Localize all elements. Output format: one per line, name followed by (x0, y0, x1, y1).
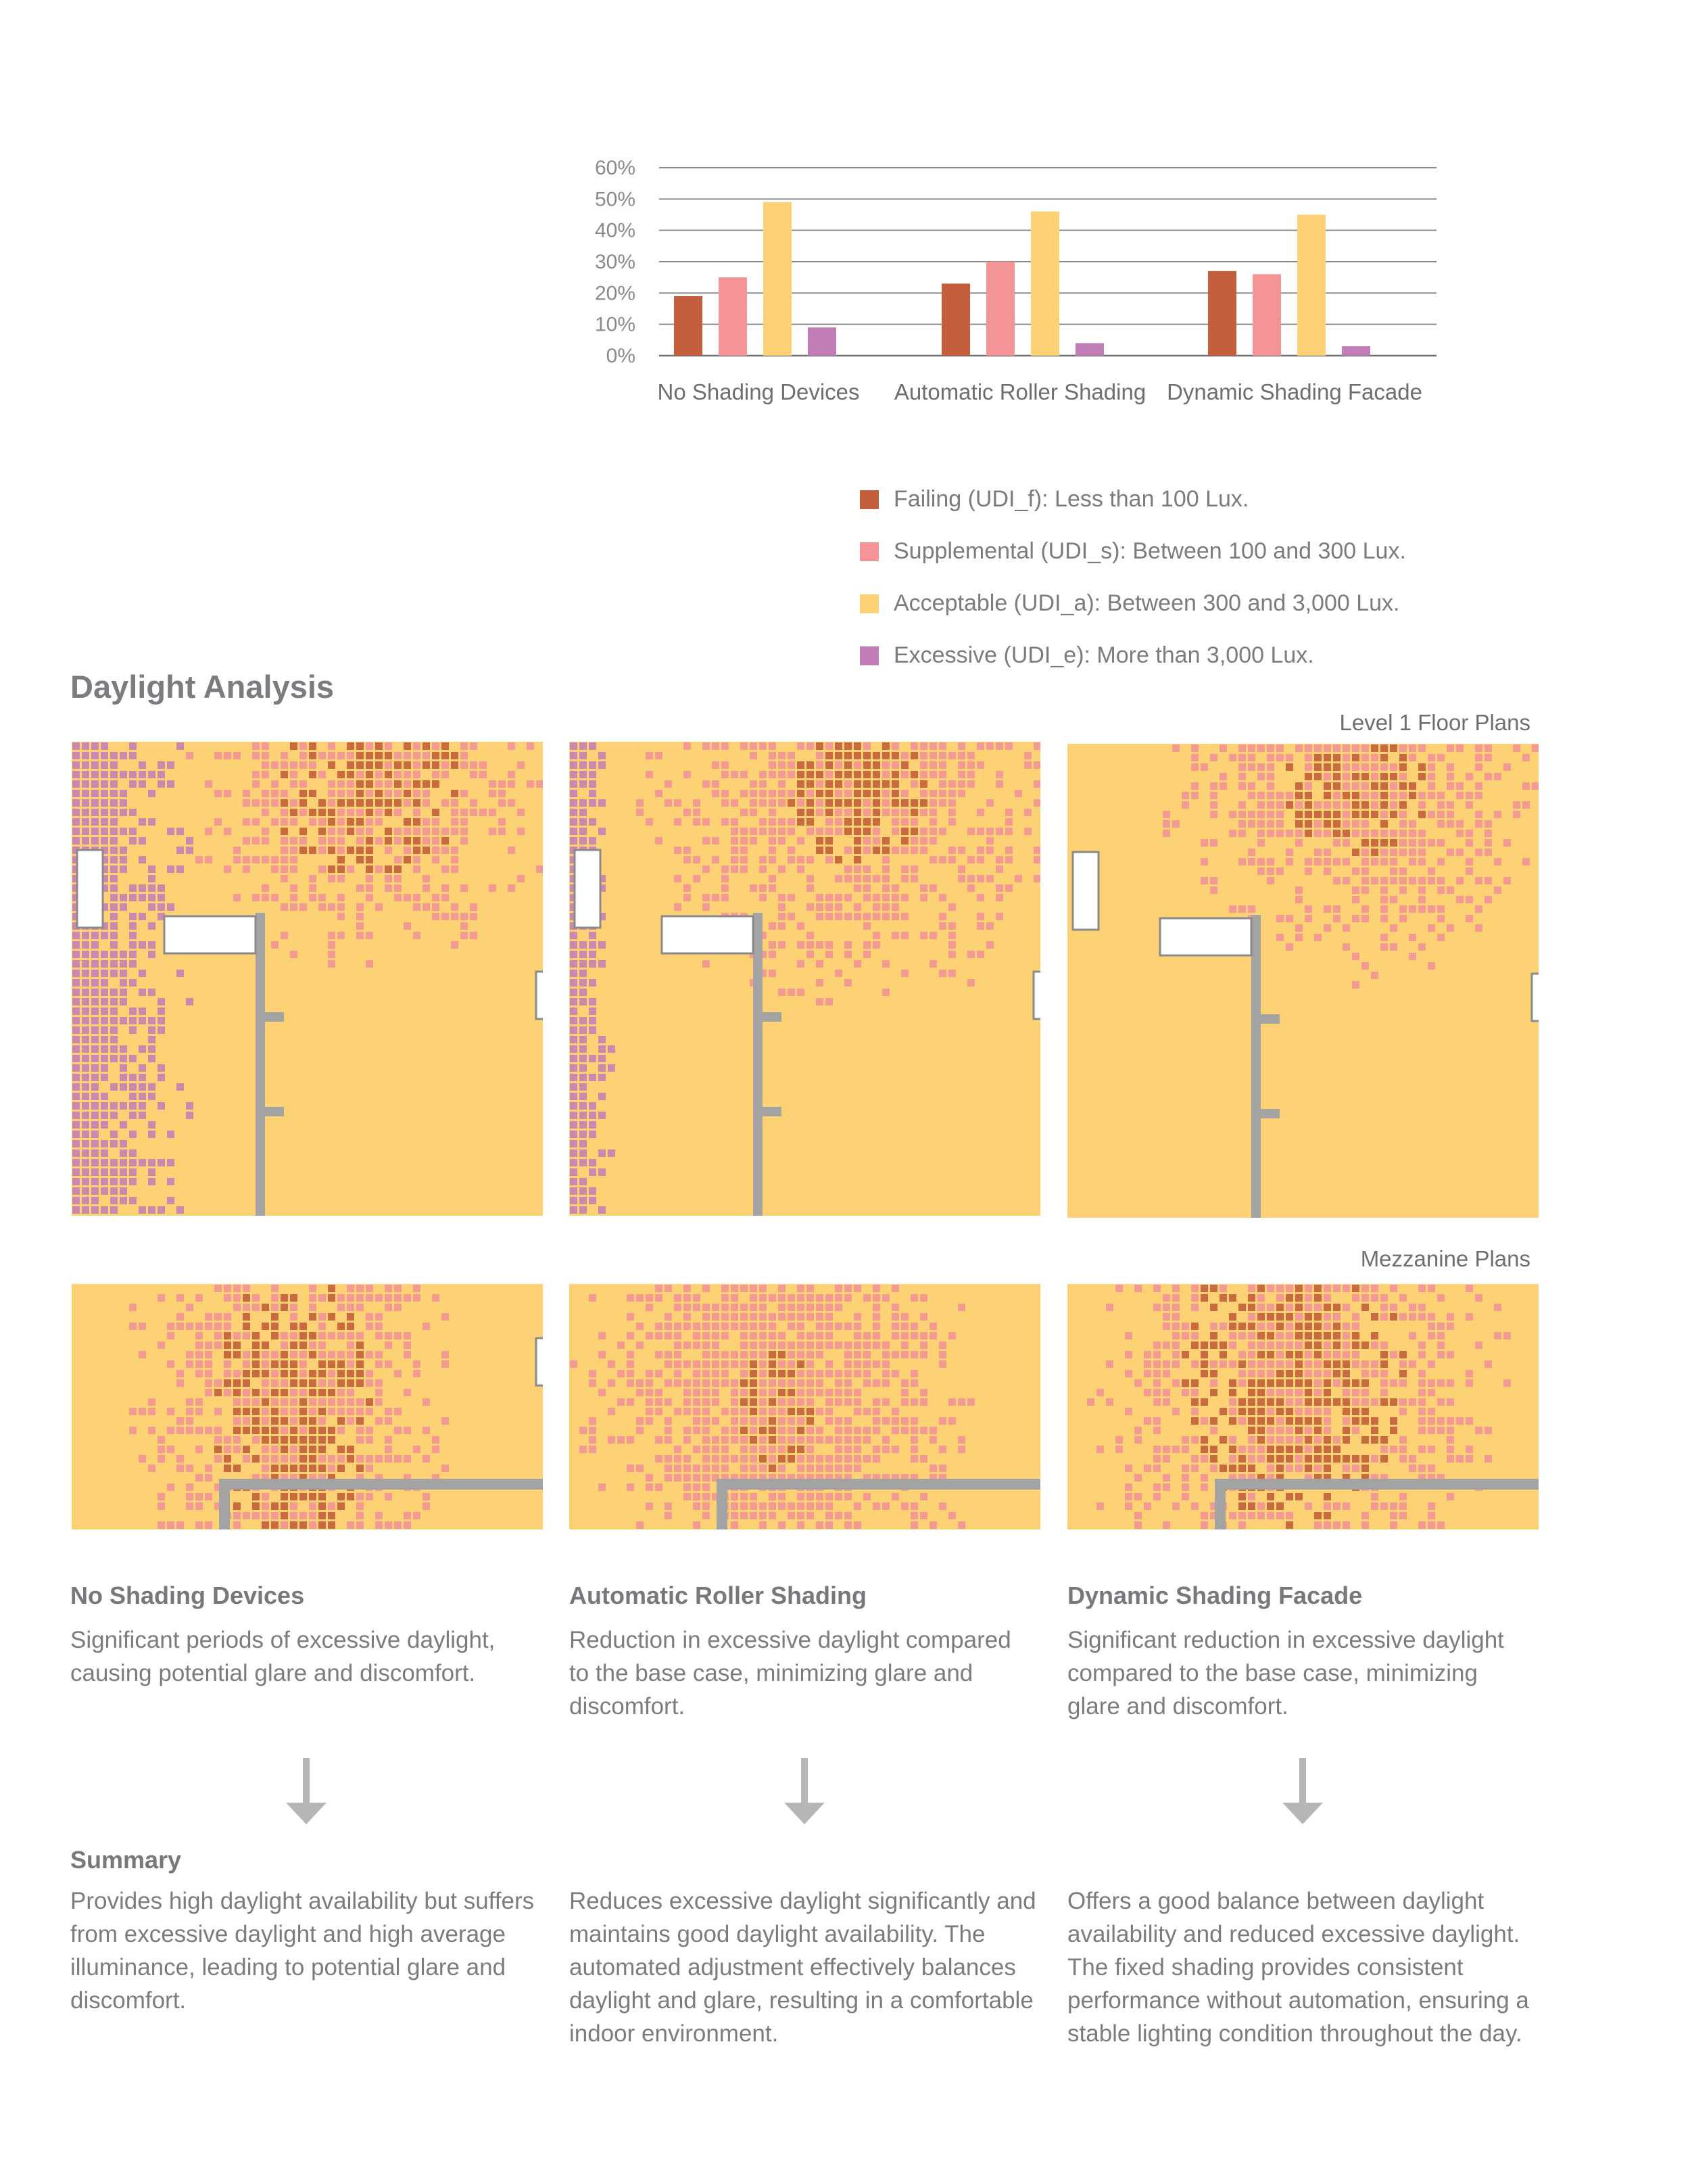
bar-failing (1208, 270, 1236, 356)
udi-bar-chart: 60% 50% 40% 30% 20% 10% 0% No Shading Devices Au… (595, 157, 1436, 404)
legend-label-failing: Failing (UDI_f): Less than 100 Lux. (894, 486, 1249, 512)
y-tick-label: 40% (595, 220, 635, 242)
x-category-label: No Shading Devices (658, 379, 860, 404)
legend-label-excessive: Excessive (UDI_e): More than 3,000 Lux. (894, 642, 1314, 668)
section-title: Daylight Analysis (70, 669, 335, 705)
legend-item-excessive: Excessive (UDI_e): More than 3,000 Lux. (860, 630, 1406, 682)
legend-item-supplemental: Supplemental (UDI_s): Between 100 and 30… (860, 525, 1406, 577)
legend-swatch-supplemental (860, 542, 879, 561)
daylight-heatmap (72, 742, 543, 1216)
level1-plan-roller-shading (569, 742, 1040, 1216)
column-no-shading: No Shading Devices Significant periods o… (70, 1579, 537, 1690)
bar-excessive (1342, 346, 1370, 356)
arrow-down-icon (1282, 1758, 1323, 1824)
daylight-heatmap (1067, 1284, 1539, 1529)
bar-excessive (1076, 343, 1104, 356)
column-roller-shading: Automatic Roller Shading Reduction in ex… (569, 1579, 1036, 1723)
bar-acceptable (1297, 214, 1326, 356)
bar-supplemental (719, 277, 747, 356)
y-tick-label: 20% (595, 282, 635, 304)
bar-acceptable (1031, 211, 1059, 356)
bar-supplemental (986, 262, 1015, 356)
summary-no-shading: Provides high daylight availability but … (70, 1884, 544, 2017)
y-tick-label: 10% (595, 314, 635, 336)
legend-label-supplemental: Supplemental (UDI_s): Between 100 and 30… (894, 538, 1406, 564)
legend-item-acceptable: Acceptable (UDI_a): Between 300 and 3,00… (860, 577, 1406, 630)
legend-swatch-acceptable (860, 594, 879, 613)
y-tick-label: 0% (606, 345, 635, 367)
column-heading: Automatic Roller Shading (569, 1582, 867, 1609)
summary-text: Offers a good balance between daylight a… (1067, 1888, 1529, 2047)
bar-failing (674, 295, 702, 356)
mezzanine-plan-no-shading (72, 1284, 543, 1529)
column-description: Reduction in excessive daylight compared… (569, 1627, 1011, 1719)
column-description: Significant reduction in excessive dayli… (1067, 1627, 1504, 1719)
daylight-heatmap (72, 1284, 543, 1529)
daylight-heatmap (569, 1284, 1040, 1529)
legend-item-failing: Failing (UDI_f): Less than 100 Lux. (860, 473, 1406, 525)
x-category-label: Dynamic Shading Facade (1167, 379, 1422, 404)
daylight-heatmap (1067, 744, 1539, 1218)
level1-plans-label: Level 1 Floor Plans (1339, 710, 1530, 735)
mezzanine-plan-dynamic-facade (1067, 1284, 1539, 1529)
summary-heading: Summary (70, 1846, 182, 1874)
bar-supplemental (1253, 274, 1281, 356)
legend-swatch-failing (860, 490, 879, 509)
summary-text: Reduces excessive daylight significantly… (569, 1888, 1036, 2047)
column-description: Significant periods of excessive dayligh… (70, 1627, 496, 1686)
legend-label-acceptable: Acceptable (UDI_a): Between 300 and 3,00… (894, 590, 1400, 616)
mezzanine-plans-label: Mezzanine Plans (1360, 1246, 1530, 1271)
summary-text: Provides high daylight availability but … (70, 1888, 535, 2014)
daylight-heatmap (569, 742, 1040, 1216)
y-tick-label: 50% (595, 188, 635, 210)
level1-plan-dynamic-facade (1067, 744, 1539, 1218)
y-tick-label: 30% (595, 251, 635, 273)
summary-roller-shading: Reduces excessive daylight significantly… (569, 1884, 1042, 2050)
arrow-down-icon (784, 1758, 825, 1824)
bar-failing (942, 283, 970, 356)
mezzanine-plan-roller-shading (569, 1284, 1040, 1529)
summary-dynamic-facade: Offers a good balance between daylight a… (1067, 1884, 1541, 2050)
column-heading: Dynamic Shading Facade (1067, 1582, 1363, 1609)
legend-swatch-excessive (860, 646, 879, 665)
bar-excessive (808, 327, 836, 356)
level1-plan-no-shading (72, 742, 543, 1216)
column-heading: No Shading Devices (70, 1582, 305, 1609)
bar-acceptable (763, 201, 792, 356)
column-dynamic-facade: Dynamic Shading Facade Significant reduc… (1067, 1579, 1534, 1723)
chart-legend: Failing (UDI_f): Less than 100 Lux. Supp… (860, 473, 1406, 682)
x-category-label: Automatic Roller Shading (894, 379, 1146, 404)
y-tick-label: 60% (595, 157, 635, 179)
arrow-down-icon (286, 1758, 327, 1824)
